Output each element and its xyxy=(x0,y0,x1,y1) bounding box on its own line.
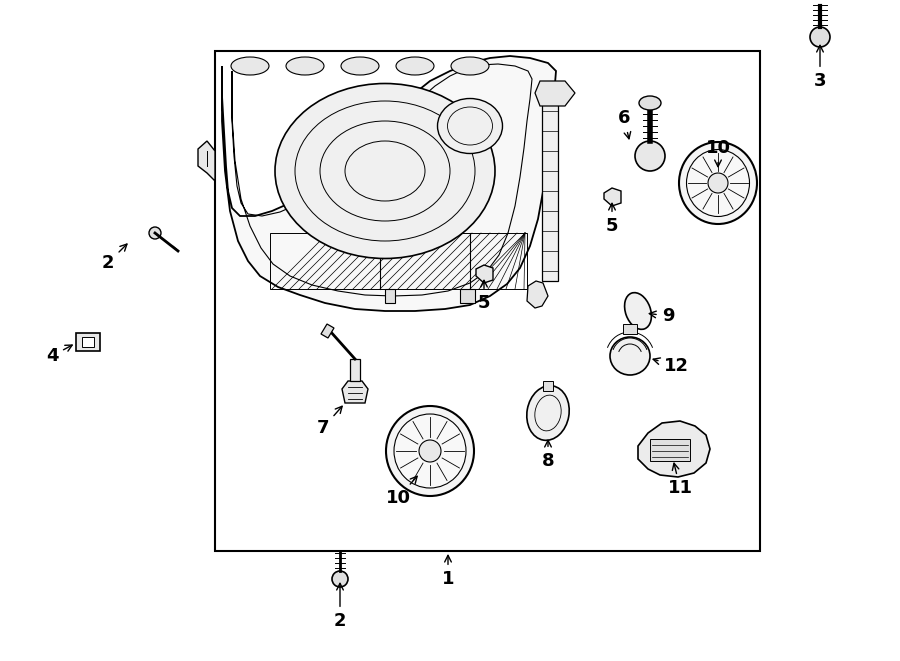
Ellipse shape xyxy=(526,385,569,440)
Text: 5: 5 xyxy=(606,204,618,235)
Ellipse shape xyxy=(149,227,161,239)
Polygon shape xyxy=(342,381,368,403)
Polygon shape xyxy=(82,337,94,347)
Ellipse shape xyxy=(635,141,665,171)
Text: 10: 10 xyxy=(706,139,731,167)
Ellipse shape xyxy=(386,406,474,496)
Ellipse shape xyxy=(687,149,750,217)
Ellipse shape xyxy=(437,98,502,153)
Ellipse shape xyxy=(394,414,466,488)
Ellipse shape xyxy=(679,142,757,224)
Polygon shape xyxy=(542,101,558,281)
Text: 11: 11 xyxy=(668,463,692,497)
Polygon shape xyxy=(527,281,548,308)
Ellipse shape xyxy=(332,571,348,587)
Polygon shape xyxy=(535,81,575,106)
Ellipse shape xyxy=(396,57,434,75)
Polygon shape xyxy=(460,289,475,303)
Text: 2: 2 xyxy=(334,583,346,630)
Polygon shape xyxy=(385,289,395,303)
Text: 1: 1 xyxy=(442,555,454,588)
Ellipse shape xyxy=(451,57,489,75)
Ellipse shape xyxy=(231,57,269,75)
Polygon shape xyxy=(222,56,556,311)
Polygon shape xyxy=(198,141,215,211)
Text: 8: 8 xyxy=(542,440,554,470)
Polygon shape xyxy=(623,324,637,334)
Text: 7: 7 xyxy=(317,407,342,437)
Ellipse shape xyxy=(639,96,661,110)
Polygon shape xyxy=(650,439,690,461)
Text: 3: 3 xyxy=(814,46,826,90)
Ellipse shape xyxy=(625,293,652,329)
Ellipse shape xyxy=(708,173,728,193)
Polygon shape xyxy=(638,421,710,477)
Ellipse shape xyxy=(610,337,650,375)
Bar xyxy=(215,51,760,551)
Text: 10: 10 xyxy=(385,477,417,507)
Ellipse shape xyxy=(419,440,441,462)
Text: 4: 4 xyxy=(46,345,72,365)
Polygon shape xyxy=(321,324,334,338)
Text: 2: 2 xyxy=(102,244,127,272)
Polygon shape xyxy=(76,333,100,351)
Text: 12: 12 xyxy=(653,357,688,375)
Ellipse shape xyxy=(286,57,324,75)
Text: 6: 6 xyxy=(617,109,631,139)
Ellipse shape xyxy=(341,57,379,75)
Ellipse shape xyxy=(810,27,830,47)
Polygon shape xyxy=(604,188,621,206)
Polygon shape xyxy=(543,381,553,391)
Text: 9: 9 xyxy=(649,307,674,325)
Ellipse shape xyxy=(275,83,495,258)
Polygon shape xyxy=(350,359,360,381)
Text: 5: 5 xyxy=(478,280,491,312)
Polygon shape xyxy=(476,265,493,283)
